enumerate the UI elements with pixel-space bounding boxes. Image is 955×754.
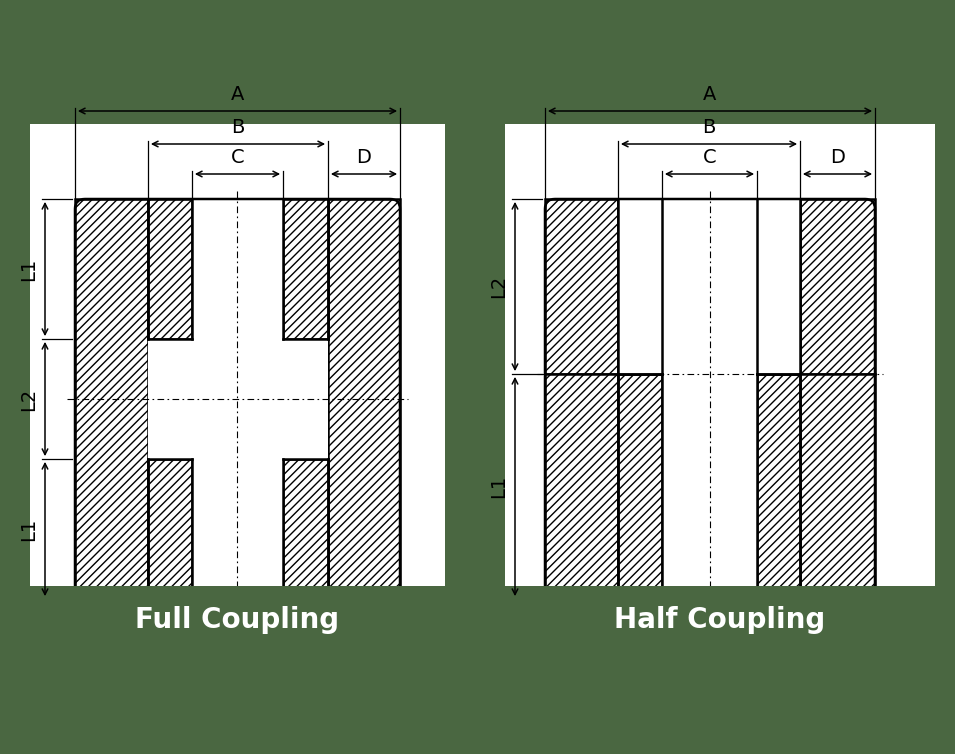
Text: D: D [356,148,371,167]
Bar [30,124,445,654]
Bar [192,199,283,339]
Text: A: A [231,85,244,104]
Text: L2: L2 [489,275,508,298]
Polygon shape [757,199,800,374]
Polygon shape [757,374,800,599]
Bar [30,586,445,654]
Polygon shape [800,199,875,374]
Text: C: C [703,148,716,167]
Text: Half Coupling: Half Coupling [614,606,826,634]
Bar [148,339,192,459]
Text: L1: L1 [19,257,38,280]
Polygon shape [545,199,618,374]
Polygon shape [283,199,328,339]
Text: B: B [231,118,244,137]
Bar [192,459,283,599]
Bar [662,199,757,374]
Bar [505,124,935,654]
Bar [662,374,757,599]
Bar [283,339,328,459]
Polygon shape [148,199,192,339]
Polygon shape [800,374,875,599]
Text: D: D [830,148,845,167]
Polygon shape [618,199,662,374]
Polygon shape [328,199,400,599]
Text: L1: L1 [489,475,508,498]
Text: C: C [231,148,244,167]
Polygon shape [618,374,662,599]
Text: B: B [702,118,715,137]
Bar [192,339,283,459]
Bar [618,199,800,374]
Bar [505,586,935,654]
Polygon shape [148,459,192,599]
Text: A: A [703,85,716,104]
Polygon shape [75,199,148,599]
Polygon shape [545,374,618,599]
Text: Full Coupling: Full Coupling [135,606,339,634]
Text: L2: L2 [19,388,38,411]
Polygon shape [283,459,328,599]
Text: L1: L1 [19,517,38,541]
